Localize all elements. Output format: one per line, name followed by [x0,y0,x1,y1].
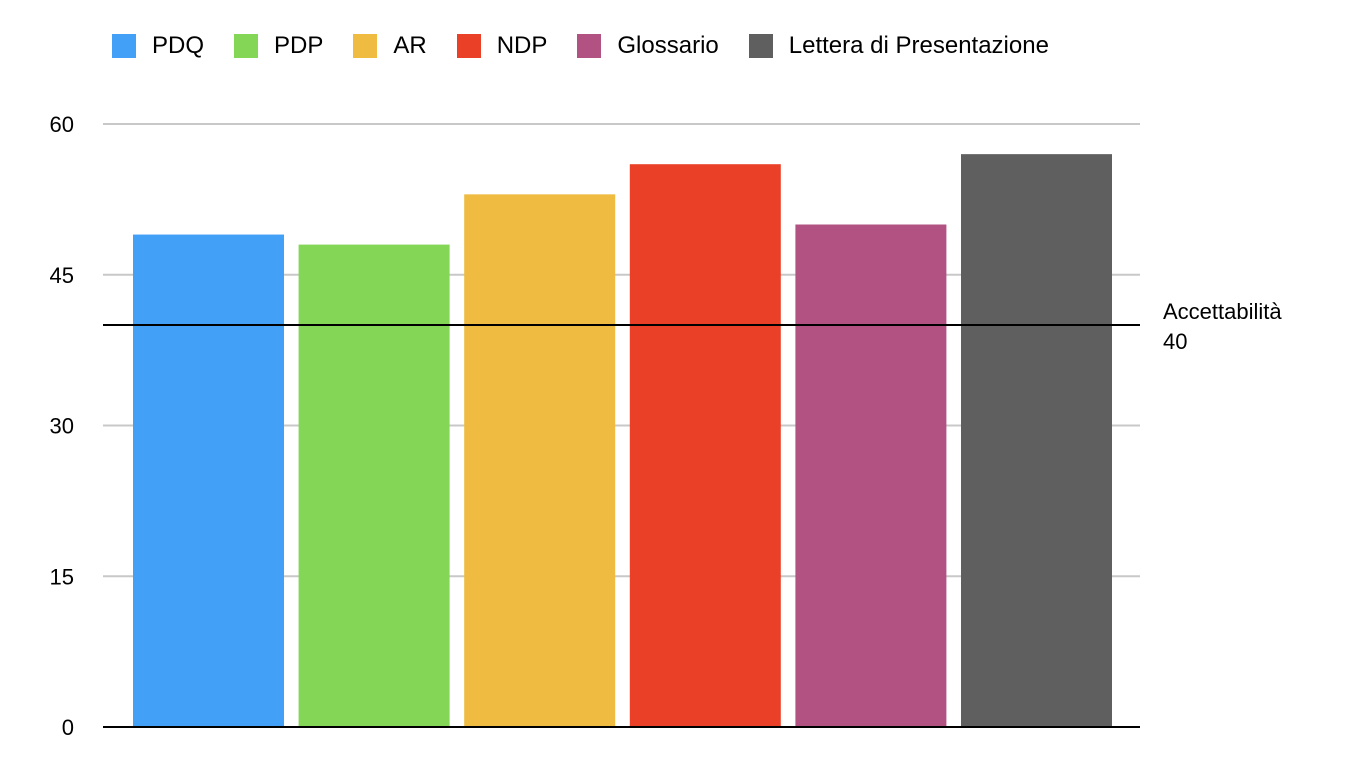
reference-line-value: 40 [1163,329,1187,354]
legend-swatch [748,34,773,58]
legend-label: Lettera di Presentazione [788,32,1049,59]
legend-label: AR [393,32,427,59]
legend-item: Glossario [577,32,719,59]
legend-swatch [353,34,378,58]
y-tick-label: 0 [62,715,74,740]
bar-lettera-di-presentazione [961,154,1112,727]
y-tick-label: 45 [50,263,74,288]
legend-label: PDP [274,32,324,59]
legend-label: NDP [496,32,548,59]
bar-pdp [298,244,450,727]
bar-glossario [795,224,947,727]
legend-swatch [577,34,602,58]
legend-item: PDP [234,34,323,58]
bar-pdq [133,234,284,728]
y-tick-label: 60 [50,112,74,137]
legend-item: AR [353,32,427,59]
bar-ar [464,194,616,728]
legend-item: PDQ [112,34,204,58]
chart-legend: PDQ PDP AR NDP Glossario Lettera di Presentaz… [112,30,1079,62]
legend-label: PDQ [152,32,205,59]
legend-swatch [112,34,136,58]
y-axis-ticks: 0 15 30 45 60 [50,112,74,740]
bars [133,154,1112,728]
reference-line-label: Accettabilità [1163,299,1282,324]
legend-item: Lettera di Presentazione [748,32,1049,59]
legend-item: NDP [456,32,548,59]
legend-swatch [234,34,259,58]
legend-label: Glossario [617,32,719,59]
y-tick-label: 30 [50,414,74,439]
legend-swatch [456,34,481,58]
reference-line-group: Accettabilità 40 [103,299,1282,354]
y-tick-label: 15 [50,564,74,589]
bar-ndp [629,164,781,727]
